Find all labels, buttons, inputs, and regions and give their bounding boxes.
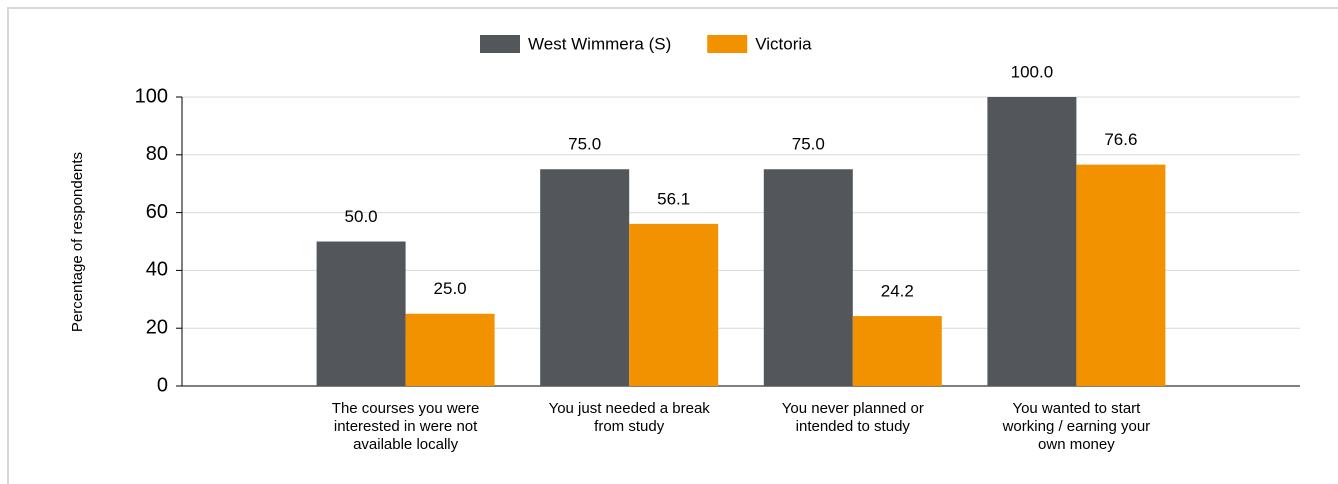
y-tick-label: 20 (146, 316, 168, 338)
value-label: 76.6 (1104, 130, 1137, 149)
x-tick-label: You never planned or intended to study (781, 400, 924, 435)
bar (316, 241, 406, 386)
legend-swatch (707, 35, 748, 53)
bar (852, 316, 942, 386)
x-tick-label-box: You wanted to start working / earning yo… (1002, 400, 1151, 453)
x-tick-label: You wanted to start working / earning yo… (1002, 400, 1151, 453)
y-axis-label: Percentage of respondents (69, 152, 86, 332)
value-label: 75.0 (792, 135, 825, 154)
x-tick-label-box: You never planned or intended to study (781, 400, 924, 435)
value-label: 24.2 (881, 282, 914, 301)
value-label: 50.0 (345, 207, 378, 226)
legend-swatch (480, 35, 520, 53)
x-tick-label-box: You just needed a break from study (548, 400, 710, 435)
x-tick-label: The courses you were interested in were … (331, 400, 480, 453)
bar (763, 169, 853, 386)
y-tick-label: 80 (146, 143, 168, 165)
y-tick-label: 100 (135, 85, 168, 107)
bar (540, 169, 630, 386)
bar (405, 313, 495, 386)
frame (7, 7, 1338, 484)
y-tick-label: 60 (146, 201, 168, 223)
value-label: 100.0 (1011, 62, 1054, 81)
value-label: 25.0 (434, 279, 467, 298)
x-tick-label-box: The courses you were interested in were … (331, 400, 480, 453)
value-label: 56.1 (657, 189, 690, 208)
bar (987, 97, 1077, 386)
bar (1076, 164, 1166, 386)
x-tick-label: You just needed a break from study (548, 400, 710, 435)
y-tick-label: 0 (157, 374, 168, 396)
y-tick-label: 40 (146, 259, 168, 281)
value-label: 75.0 (568, 135, 601, 154)
bar (629, 223, 719, 386)
legend-label: Victoria (755, 34, 812, 53)
legend-label: West Wimmera (S) (528, 34, 671, 53)
